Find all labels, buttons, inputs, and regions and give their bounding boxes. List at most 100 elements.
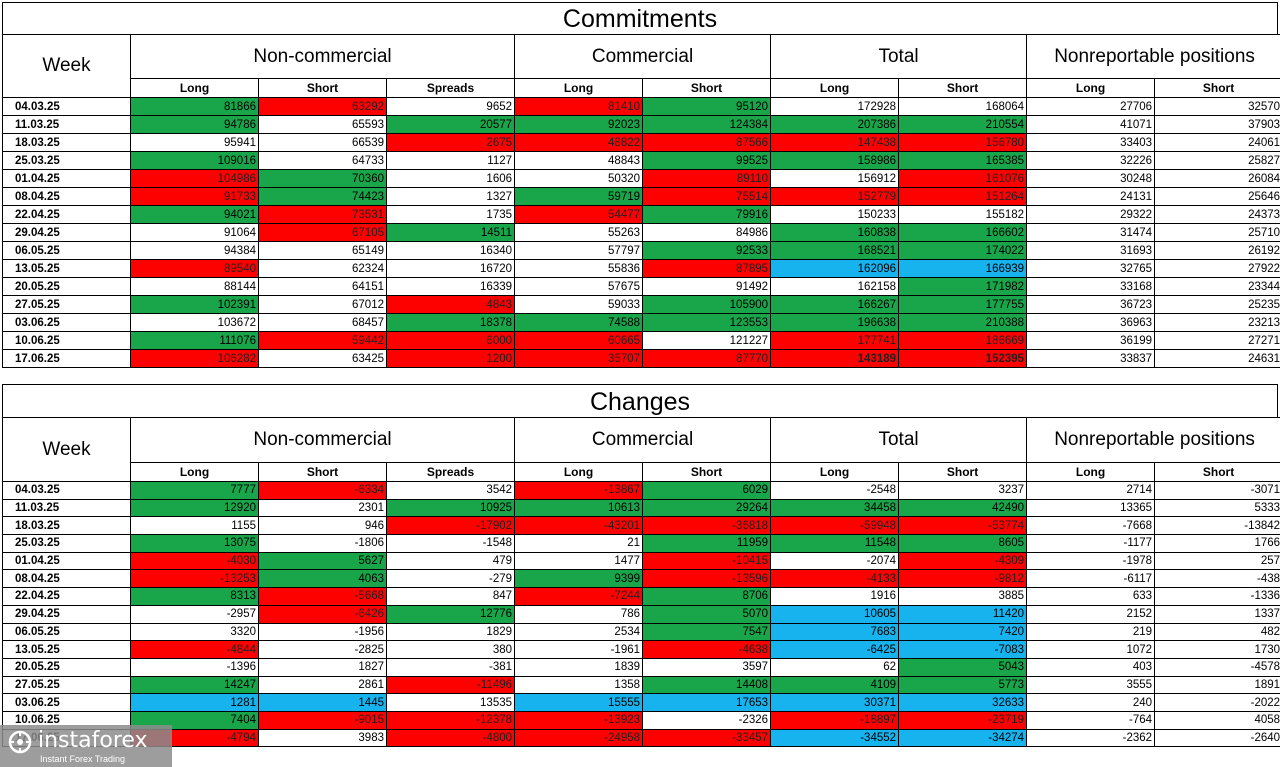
value-cell: 91733 — [130, 187, 259, 206]
value-cell: 89110 — [642, 169, 772, 188]
value-cell: 196638 — [770, 313, 900, 332]
value-cell: 1200 — [385, 349, 516, 368]
value-cell: 24631 — [1154, 349, 1280, 368]
value-cell: -2825 — [258, 640, 387, 659]
value-cell: 103672 — [130, 313, 259, 332]
column-header: Spreads — [385, 78, 516, 98]
table-row: 01.04.25 -4030 5627 479 1477 -10415 -2074 -4309… — [2, 551, 1280, 571]
week-cell: 27.05.25 — [2, 675, 131, 695]
column-header: Long — [130, 78, 259, 98]
value-cell: 1072 — [1026, 640, 1156, 659]
value-cell: -4800 — [385, 728, 516, 748]
value-cell: 67105 — [258, 223, 387, 242]
value-cell: 1766 — [1154, 534, 1280, 553]
value-cell: -12378 — [385, 710, 516, 730]
value-cell: 24061 — [1154, 133, 1280, 152]
table-row: 27.05.25 14247 2861 -11496 1358 14408 4109 5773… — [2, 675, 1280, 695]
week-cell: 29.04.25 — [2, 604, 131, 624]
value-cell: 124384 — [642, 115, 772, 134]
value-cell: -59948 — [770, 516, 900, 536]
value-cell: 48822 — [514, 133, 644, 152]
value-cell: -7244 — [514, 587, 644, 606]
value-cell: 30248 — [1026, 169, 1156, 188]
table-row: 20.05.25 88144 64151 16339 57675 91492 162158 1… — [2, 277, 1280, 296]
value-cell: 29322 — [1026, 205, 1156, 224]
value-cell: -2074 — [770, 551, 900, 571]
value-cell: 62 — [770, 657, 900, 677]
value-cell: 633 — [1026, 587, 1156, 606]
value-cell: 63292 — [258, 97, 387, 116]
value-cell: 2301 — [258, 498, 387, 518]
value-cell: 59719 — [514, 187, 644, 206]
value-cell: -1177 — [1026, 534, 1156, 553]
value-cell: 1327 — [385, 187, 516, 206]
value-cell: 36963 — [1026, 313, 1156, 332]
value-cell: 3983 — [258, 728, 387, 748]
table-row: 20.05.25 -1396 1827 -381 1839 3597 62 5043 403 -4… — [2, 657, 1280, 677]
value-cell: 13365 — [1026, 498, 1156, 518]
changes-table: Week Non-commercial Commercial Total Nonrepo… — [2, 417, 1280, 748]
table-row: 25.03.25 13075 -1806 -1548 21 11959 11548 8605-… — [2, 534, 1280, 553]
value-cell: -43201 — [514, 516, 644, 536]
value-cell: -4133 — [770, 569, 900, 589]
value-cell: -1548 — [385, 534, 516, 553]
value-cell: -1956 — [258, 622, 387, 642]
value-cell: 106282 — [130, 349, 259, 368]
value-cell: 111076 — [130, 331, 259, 350]
value-cell: 32570 — [1154, 97, 1280, 116]
value-cell: -6425 — [770, 640, 900, 659]
value-cell: 13535 — [385, 693, 516, 712]
value-cell: 59033 — [514, 295, 644, 314]
value-cell: 87566 — [642, 133, 772, 152]
group-header: Nonreportable positions — [1026, 34, 1280, 79]
week-cell: 01.04.25 — [2, 551, 131, 571]
value-cell: 479 — [385, 551, 516, 571]
value-cell: 3597 — [642, 657, 772, 677]
table-row: 10.06.25 111076 59442 6000 60665 121227 177741… — [2, 331, 1280, 350]
value-cell: 25235 — [1154, 295, 1280, 314]
instaforex-logo-icon — [8, 730, 32, 754]
table-row: 27.05.25 102391 67012 4843 59033 105900 166267… — [2, 295, 1280, 314]
value-cell: 33403 — [1026, 133, 1156, 152]
value-cell: 1829 — [385, 622, 516, 642]
value-cell: 3237 — [898, 481, 1028, 500]
value-cell: 482 — [1154, 622, 1280, 642]
value-cell: 104986 — [130, 169, 259, 188]
week-cell: 17.06.25 — [2, 349, 131, 368]
value-cell: 1445 — [258, 693, 387, 712]
value-cell: 8706 — [642, 587, 772, 606]
value-cell: -764 — [1026, 710, 1156, 730]
value-cell: 35707 — [514, 349, 644, 368]
value-cell: 186669 — [898, 331, 1028, 350]
value-cell: -13867 — [514, 481, 644, 500]
value-cell: 11548 — [770, 534, 900, 553]
value-cell: 174022 — [898, 241, 1028, 260]
value-cell: 257 — [1154, 551, 1280, 571]
value-cell: 81410 — [514, 97, 644, 116]
week-cell: 20.05.25 — [2, 277, 131, 296]
table-row: 08.04.25 91733 74423 1327 59719 75514 152779 15… — [2, 187, 1280, 206]
value-cell: 1477 — [514, 551, 644, 571]
value-cell: -2326 — [642, 710, 772, 730]
value-cell: 74423 — [258, 187, 387, 206]
week-cell: 29.04.25 — [2, 223, 131, 242]
column-header: Long — [1026, 78, 1156, 98]
value-cell: -13842 — [1154, 516, 1280, 536]
value-cell: -4030 — [130, 551, 259, 571]
column-header: Long — [770, 462, 900, 482]
value-cell: 168521 — [770, 241, 900, 260]
value-cell: -381 — [385, 657, 516, 677]
value-cell: -1961 — [514, 640, 644, 659]
value-cell: 4058 — [1154, 710, 1280, 730]
value-cell: -9015 — [258, 710, 387, 730]
value-cell: -34552 — [770, 728, 900, 748]
value-cell: 166939 — [898, 259, 1028, 278]
value-cell: 121227 — [642, 331, 772, 350]
value-cell: -2548 — [770, 481, 900, 500]
value-cell: 7547 — [642, 622, 772, 642]
value-cell: 17653 — [642, 693, 772, 712]
value-cell: -1396 — [130, 657, 259, 677]
week-cell: 20.05.25 — [2, 657, 131, 677]
value-cell: 8605 — [898, 534, 1028, 553]
value-cell: 109016 — [130, 151, 259, 170]
